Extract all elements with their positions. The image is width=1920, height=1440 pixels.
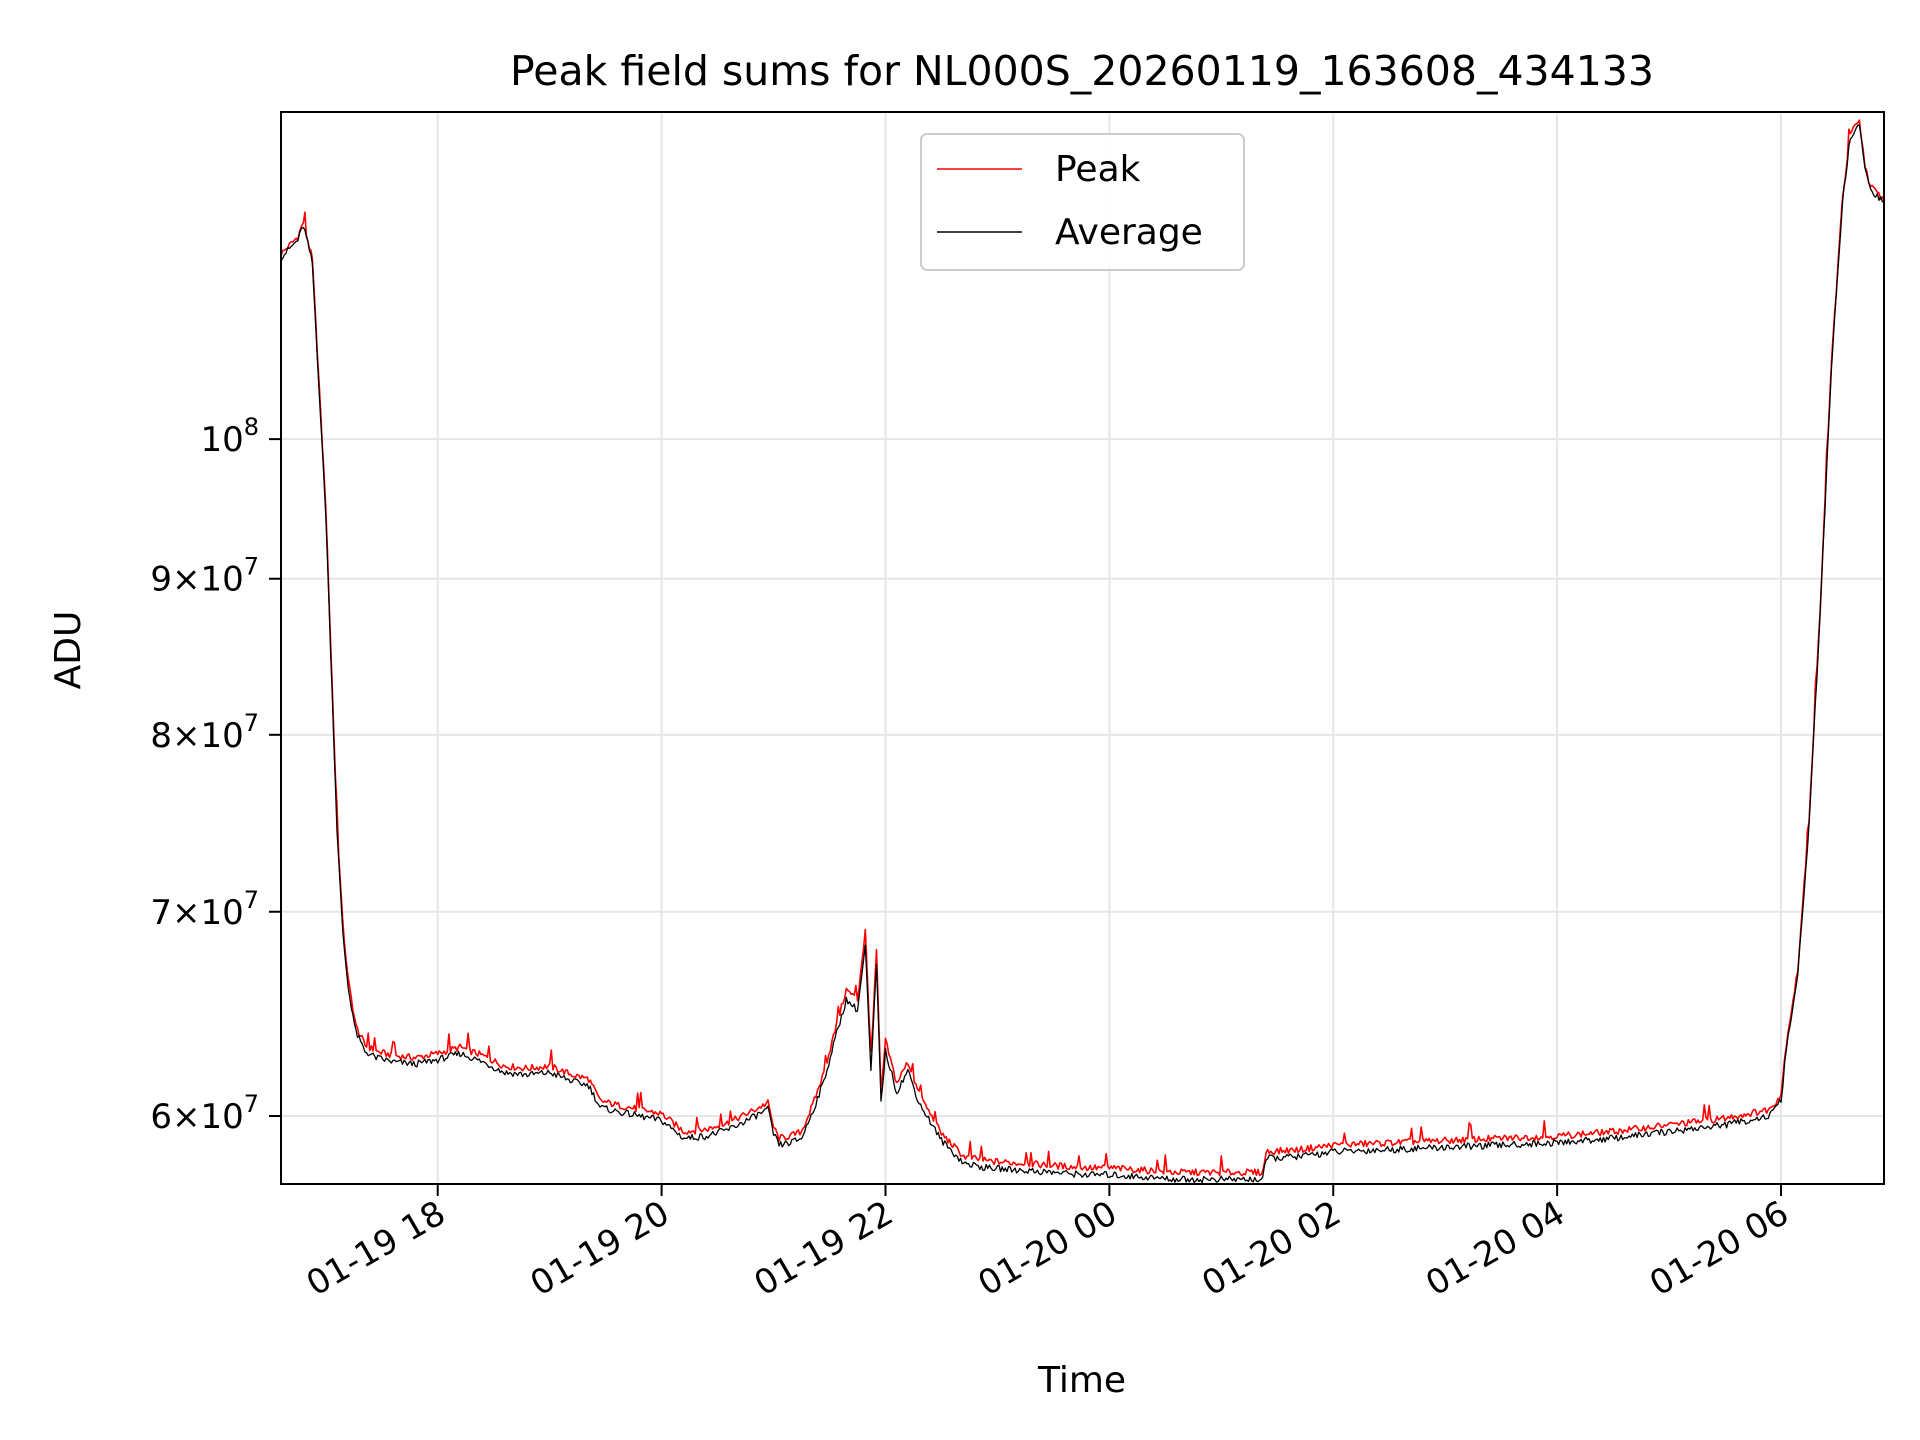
- legend: Peak Average: [920, 133, 1245, 271]
- series-line-average: [280, 124, 1885, 1184]
- y-tick-label-1: 7×107: [150, 886, 259, 933]
- series-lines: [280, 119, 1885, 1184]
- legend-peak-label: Peak: [1055, 149, 1141, 190]
- legend-average-label: Average: [1055, 212, 1203, 253]
- y-tick-label-2: 8×107: [150, 709, 259, 756]
- y-tick-label-4: 108: [200, 413, 259, 460]
- x-axis-label: Time: [1037, 1360, 1126, 1401]
- series-line-peak: [280, 119, 1885, 1177]
- y-tick-label-3: 9×107: [150, 553, 259, 600]
- grid-lines: [281, 112, 1884, 1184]
- y-axis-label: ADU: [48, 611, 89, 690]
- plot-frame: [280, 111, 1885, 1185]
- y-tick-label-0: 6×107: [150, 1090, 259, 1137]
- y-axis-ticks: 6×107 7×107 8×107 9×107 108: [150, 413, 281, 1137]
- chart-title: Peak field sums for NL000S_20260119_1636…: [510, 47, 1654, 95]
- legend-box: [920, 133, 1245, 271]
